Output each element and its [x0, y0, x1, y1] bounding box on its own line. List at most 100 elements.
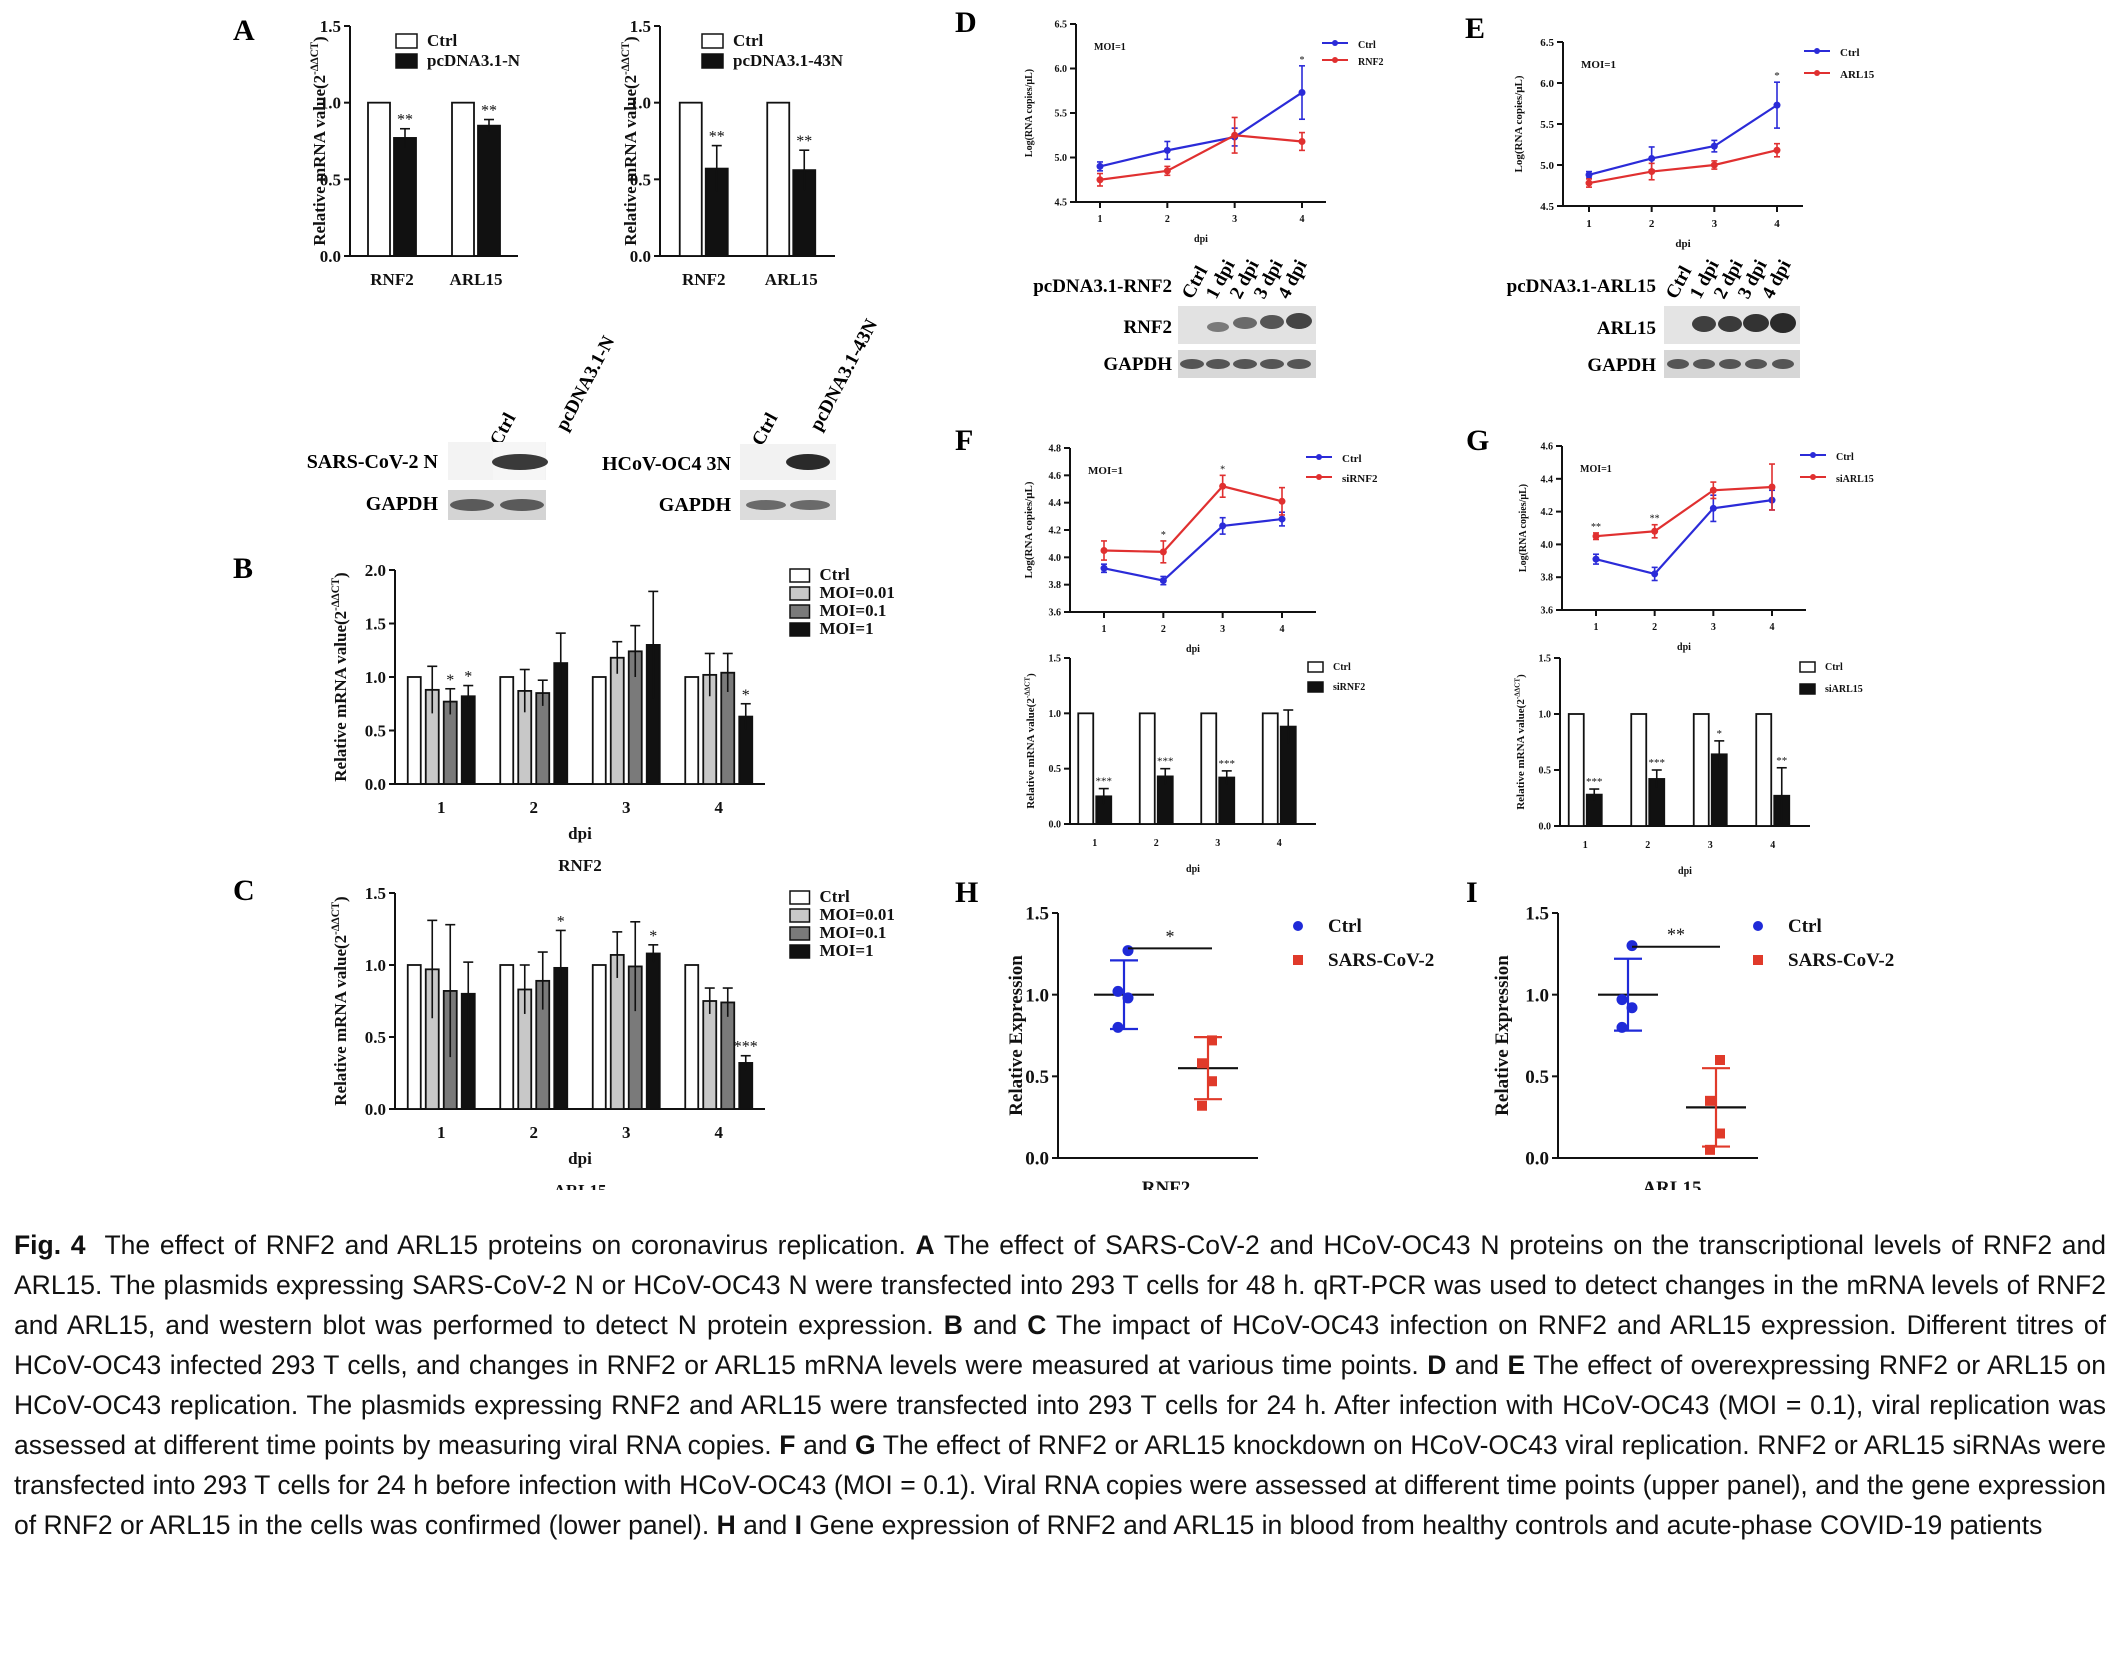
blot-band [1772, 359, 1794, 369]
x-tick-label: 1 [1583, 840, 1588, 851]
legend-marker [1810, 474, 1816, 480]
legend-marker [1810, 452, 1816, 458]
x-tick-label: 3 [1712, 218, 1718, 230]
data-point [1159, 548, 1167, 556]
blot-band [500, 499, 544, 511]
y-tick-label: 0.5 [365, 721, 386, 740]
significance-mark: * [446, 672, 454, 689]
x-tick-label: 1 [437, 1123, 446, 1142]
y-tick-label: 6.5 [1055, 20, 1068, 31]
y-tick-label: 0.0 [365, 1100, 386, 1119]
moi-label: MOI=1 [1580, 464, 1612, 475]
caption-text: Gene expression of RNF2 and ARL15 in blo… [809, 1510, 2043, 1540]
data-point [1773, 146, 1781, 154]
legend-swatch [1307, 661, 1324, 673]
bar [684, 964, 700, 1110]
y-axis-label-sup: -ΔΔCT [309, 41, 321, 75]
legend-swatch [789, 586, 811, 601]
legend-marker [1332, 57, 1338, 63]
moi-label: MOI=1 [1581, 59, 1616, 71]
y-tick-label: 0.5 [365, 1028, 386, 1047]
blot-row-label: GAPDH [659, 494, 732, 516]
data-point [1592, 555, 1600, 563]
bar [766, 101, 791, 257]
data-point [1278, 497, 1286, 505]
x-tick-label: ARL15 [765, 270, 818, 289]
y-tick-label: 3.8 [1541, 573, 1554, 584]
x-tick-label: 2 [530, 798, 539, 817]
legend-label: siARL15 [1836, 474, 1874, 485]
significance-mark: * [1161, 530, 1166, 541]
legend-label: ARL15 [1840, 69, 1875, 81]
x-tick-label: 4 [715, 798, 724, 817]
data-point [1197, 1058, 1207, 1069]
blot-lane-label: pcDNA3.1-43N [806, 316, 882, 435]
series-line [1595, 485, 1773, 538]
x-tick-label: 4 [1300, 214, 1305, 225]
western-blot-a2: Ctrl pcDNA3.1-43N HCoV-OC4 3N GAPDH [602, 316, 882, 520]
blot-band [1770, 313, 1796, 333]
x-tick-label: 1 [1594, 622, 1599, 633]
legend-swatch [789, 622, 811, 637]
chart-b: 0.0 0.5 1.0 1.5 2.0 * * 1 2 3 * 4 CtrlMOI=0.01MOI=0.… [330, 561, 895, 875]
y-axis-label: Log(RNA copies/μL) [1518, 484, 1529, 572]
caption-text: and [803, 1430, 848, 1460]
significance-mark: *** [1096, 776, 1113, 788]
blot-band [1667, 359, 1689, 369]
bar [1630, 713, 1648, 827]
y-tick-label: 1.5 [365, 884, 386, 903]
caption-panel-ref: C [1027, 1310, 1047, 1340]
figure-4: 0.00.51.01.5**RNF2**ARL15CtrlpcDNA3.1-NR… [233, 6, 1894, 1190]
x-tick-label: RNF2 [682, 270, 725, 289]
legend-marker [1753, 955, 1763, 965]
data-point [1715, 1128, 1725, 1139]
caption-text: The effect of RNF2 or ARL15 knockdown on… [14, 1430, 2106, 1540]
x-tick-label: ARL15 [450, 270, 503, 289]
x-axis-label: dpi [568, 824, 592, 843]
x-tick-label: 1 [437, 798, 446, 817]
legend-swatch [1307, 681, 1324, 693]
bar [684, 676, 700, 785]
significance-mark: * [1220, 464, 1225, 475]
x-tick-label: 2 [530, 1123, 539, 1142]
data-point [1219, 522, 1227, 530]
legend-label: pcDNA3.1-43N [733, 51, 844, 70]
legend-label: Ctrl [1328, 916, 1362, 937]
panel-letter-e: E [1465, 12, 1485, 45]
y-axis-label: Log(RNA copies/μL) [1513, 75, 1525, 172]
blot-band [1743, 314, 1769, 332]
y-tick-label: 1.0 [320, 94, 341, 113]
y-axis-label: Log(RNA copies/μL) [1023, 481, 1035, 578]
x-tick-label: 2 [1645, 840, 1650, 851]
legend-swatch [701, 53, 724, 69]
y-tick-label: 1.0 [1525, 985, 1549, 1006]
moi-label: MOI=1 [1094, 42, 1126, 53]
y-tick-label: 4.8 [1049, 444, 1062, 455]
data-point [1163, 167, 1171, 175]
series-line [1099, 91, 1303, 168]
data-point [1112, 1021, 1124, 1033]
x-tick-label: 4 [715, 1123, 724, 1142]
bar [702, 1000, 718, 1110]
western-blot-e: pcDNA3.1-ARL15 Ctrl 1 dpi 2 dpi 3 dpi 4 … [1507, 257, 1800, 378]
x-axis-label: RNF2 [1142, 1178, 1191, 1190]
y-tick-label: 1.0 [365, 668, 386, 687]
significance-mark: *** [1157, 756, 1174, 768]
data-point [1298, 137, 1306, 145]
significance-mark: ** [1650, 514, 1660, 525]
legend-label: Ctrl [1358, 40, 1376, 51]
significance-mark: ** [1667, 925, 1685, 945]
y-tick-label: 4.4 [1049, 498, 1062, 509]
bar [1755, 713, 1773, 827]
x-axis-label: dpi [1194, 234, 1208, 245]
y-tick-label: 1.5 [1525, 904, 1549, 925]
x-tick-label: 4 [1280, 624, 1285, 635]
caption-text: The effect of RNF2 and ARL15 proteins on… [104, 1230, 906, 1260]
y-tick-label: 6.0 [1055, 64, 1068, 75]
figure-caption: Fig. 4 The effect of RNF2 and ARL15 prot… [14, 1225, 2106, 1545]
chart-g: 3.6 3.8 4.0 4.2 4.4 4.6 1 2 3 4 dpi ** ** MOI=1 Ctrl si… [1518, 442, 1874, 654]
y-axis-label: Relative mRNA value(2-ΔΔCT) [330, 572, 350, 781]
data-point [1100, 547, 1108, 554]
bar [460, 695, 476, 785]
bar [1138, 712, 1156, 825]
